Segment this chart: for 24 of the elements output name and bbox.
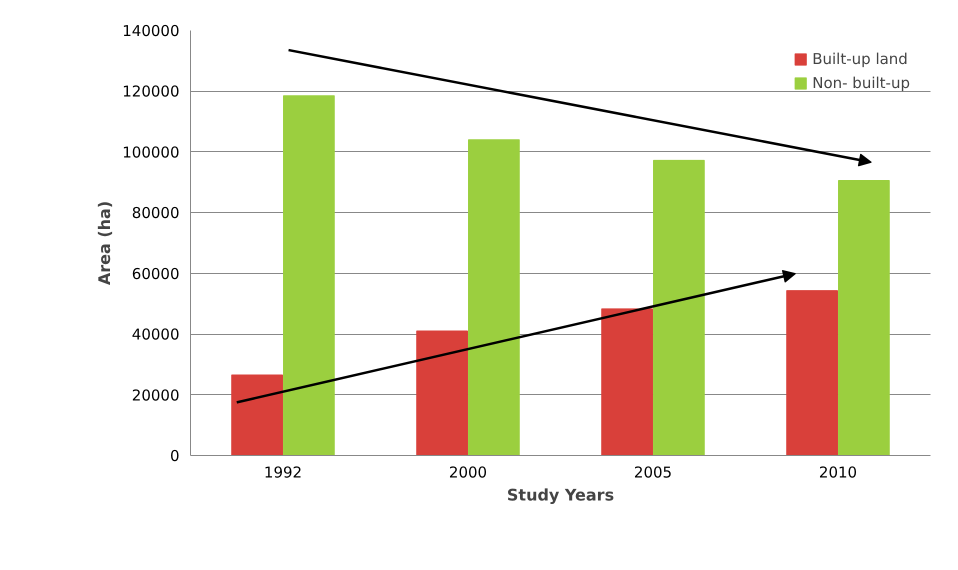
x-tick-label: 2010 [818, 464, 858, 482]
y-tick-label: 120000 [122, 82, 180, 101]
x-tick-label: 2000 [448, 464, 488, 482]
y-tick-label: 140000 [122, 22, 180, 40]
bar [283, 95, 335, 456]
legend-label: Non- built-up [812, 74, 910, 92]
x-tick-label: 1992 [264, 464, 302, 482]
y-axis-title: Area (ha) [95, 200, 114, 286]
bar [653, 160, 705, 456]
y-tick-label: 100000 [122, 143, 180, 162]
y-tick-label: 0 [170, 447, 180, 465]
x-axis-title: Study Years [506, 486, 614, 504]
bar [468, 139, 520, 456]
bar [601, 308, 653, 456]
x-tick-label: 2005 [634, 464, 672, 482]
y-tick-label: 60000 [132, 264, 180, 283]
y-tick-label: 40000 [132, 326, 180, 344]
legend-label: Built-up land [812, 50, 908, 68]
bar [786, 290, 838, 456]
y-tick-label: 20000 [132, 386, 180, 404]
bar [838, 180, 890, 456]
bar [416, 330, 468, 456]
y-tick-label: 80000 [132, 204, 180, 222]
bar [231, 374, 283, 456]
